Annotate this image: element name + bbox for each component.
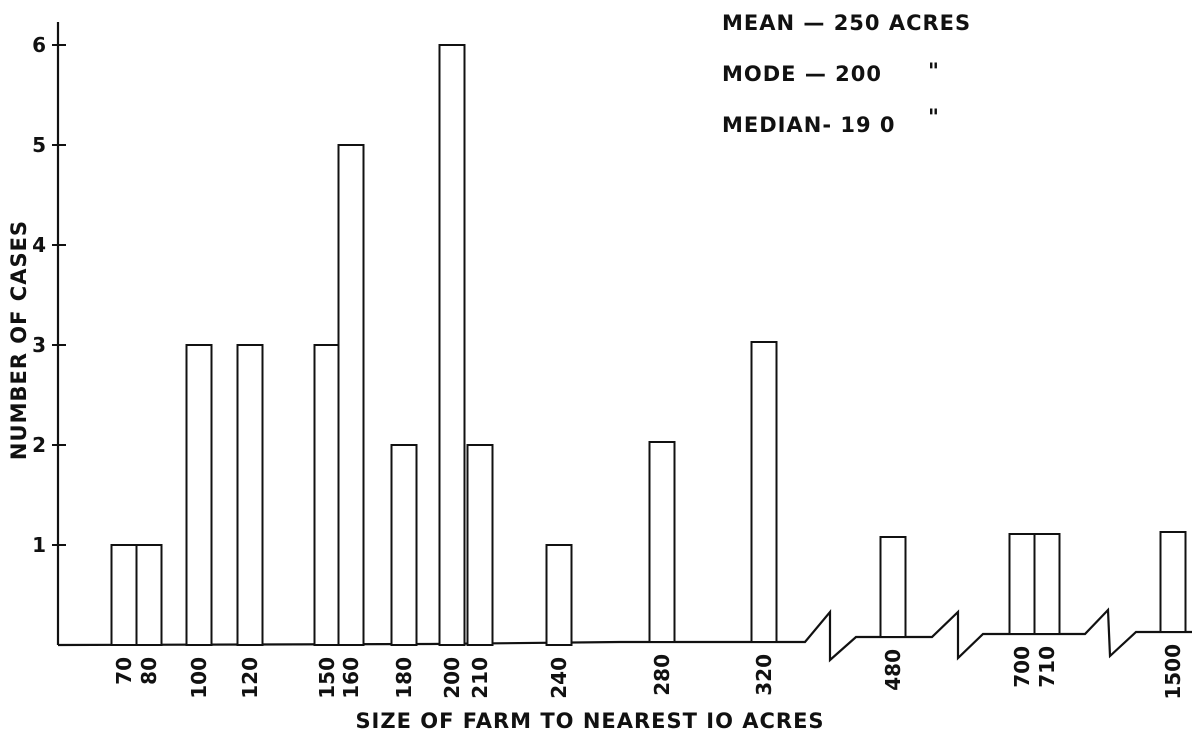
x-tick-label: 180 bbox=[392, 657, 416, 699]
bar-200 bbox=[440, 45, 465, 645]
mode-annotation: MODE — 200 bbox=[722, 62, 882, 86]
y-tick-label: 4 bbox=[32, 233, 46, 257]
x-tick-label: 80 bbox=[137, 657, 161, 685]
y-axis-title: NUMBER OF CASES bbox=[7, 220, 31, 460]
bar-710 bbox=[1035, 534, 1060, 634]
x-tick-label: 320 bbox=[752, 654, 776, 696]
bar-480 bbox=[881, 537, 906, 637]
bar-240 bbox=[547, 545, 572, 645]
x-tick-label: 150 bbox=[315, 657, 339, 699]
median-ditto-mark: " bbox=[928, 105, 940, 129]
median-annotation: MEDIAN- 19 0 bbox=[722, 113, 896, 137]
x-tick-label: 480 bbox=[881, 649, 905, 691]
bar-1500 bbox=[1161, 532, 1186, 632]
x-tick-label: 1500 bbox=[1161, 644, 1185, 700]
x-tick-label: 200 bbox=[440, 657, 464, 699]
y-tick-label: 6 bbox=[32, 33, 46, 57]
bar-320 bbox=[752, 342, 777, 642]
x-tick-label: 120 bbox=[238, 657, 262, 699]
x-tick-label: 700 bbox=[1010, 646, 1034, 688]
y-tick-label: 1 bbox=[32, 533, 46, 557]
x-tick-label: 280 bbox=[650, 654, 674, 696]
bar-150 bbox=[315, 345, 340, 645]
x-tick-label: 210 bbox=[468, 657, 492, 699]
bar-180 bbox=[392, 445, 417, 645]
bar-160 bbox=[339, 145, 364, 645]
x-axis-title: SIZE OF FARM TO NEAREST IO ACRES bbox=[355, 709, 824, 733]
bar-80 bbox=[137, 545, 162, 645]
bar-700 bbox=[1010, 534, 1035, 634]
mean-annotation: MEAN — 250 ACRES bbox=[722, 11, 971, 35]
x-tick-label: 160 bbox=[339, 657, 363, 699]
x-tick-label: 240 bbox=[547, 657, 571, 699]
bars bbox=[112, 45, 1186, 645]
bar-120 bbox=[238, 345, 263, 645]
bar-100 bbox=[187, 345, 212, 645]
bar-70 bbox=[112, 545, 137, 645]
y-tick-label: 2 bbox=[32, 433, 46, 457]
x-tick-label: 70 bbox=[112, 657, 136, 685]
bar-210 bbox=[468, 445, 493, 645]
bar-280 bbox=[650, 442, 675, 642]
y-tick-label: 5 bbox=[32, 133, 46, 157]
mode-ditto-mark: " bbox=[928, 59, 940, 83]
y-tick-label: 3 bbox=[32, 333, 46, 357]
x-tick-label: 100 bbox=[187, 657, 211, 699]
x-tick-label: 710 bbox=[1035, 646, 1059, 688]
